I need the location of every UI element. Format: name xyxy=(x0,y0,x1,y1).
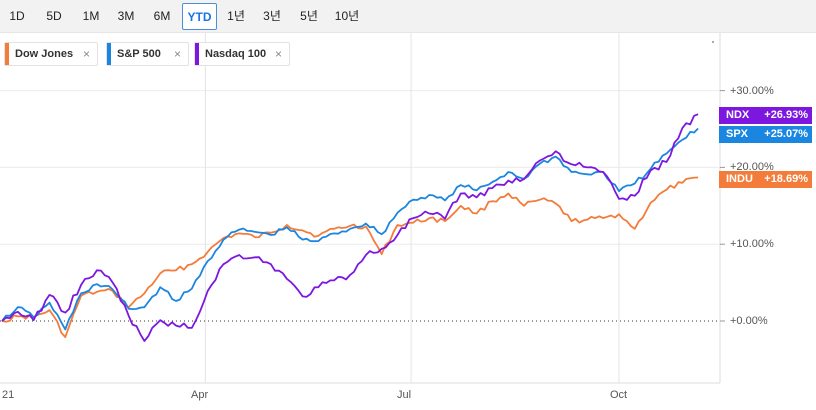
legend-item-sp500[interactable]: S&P 500 × xyxy=(106,42,189,66)
legend-swatch xyxy=(5,43,9,65)
end-label-ndx: NDX +26.93% xyxy=(719,107,812,124)
range-button-10y[interactable]: 10년 xyxy=(334,9,360,23)
grid xyxy=(0,33,725,384)
legend-label: Nasdaq 100 xyxy=(205,48,267,60)
series-lines[interactable] xyxy=(1,113,699,342)
close-icon[interactable]: × xyxy=(173,47,181,61)
sp500-line[interactable] xyxy=(1,127,699,331)
legend-label: Dow Jones xyxy=(15,48,74,60)
end-label-spx: SPX +25.07% xyxy=(719,126,812,143)
end-label-symbol: SPX xyxy=(726,128,749,140)
range-button-5y[interactable]: 5년 xyxy=(300,9,318,23)
legend-swatch xyxy=(107,43,111,65)
dow-jones-line[interactable] xyxy=(1,176,699,338)
close-icon[interactable]: × xyxy=(274,47,282,61)
x-tick-label: Apr xyxy=(191,389,209,401)
range-button-1y[interactable]: 1년 xyxy=(227,9,245,23)
end-label-value: +18.69% xyxy=(764,173,808,185)
nasdaq-100-line[interactable] xyxy=(1,113,699,342)
range-button-ytd[interactable]: YTD xyxy=(182,3,217,30)
close-icon[interactable]: × xyxy=(82,47,90,61)
y-tick-label: +20.00% xyxy=(730,161,774,173)
x-tick-label: Jul xyxy=(397,389,412,401)
end-label-symbol: INDU xyxy=(726,173,753,185)
range-button-1m[interactable]: 1M xyxy=(82,9,100,23)
end-label-value: +26.93% xyxy=(764,109,808,121)
legend-label: S&P 500 xyxy=(117,48,161,60)
end-label-symbol: NDX xyxy=(726,109,750,121)
range-button-3y[interactable]: 3년 xyxy=(263,9,281,23)
x-tick-label: Oct xyxy=(610,389,628,401)
end-label-indu: INDU +18.69% xyxy=(719,171,812,188)
range-button-6m[interactable]: 6M xyxy=(153,9,171,23)
legend-item-nasdaq-100[interactable]: Nasdaq 100 × xyxy=(194,42,290,66)
legend-item-dow-jones[interactable]: Dow Jones × xyxy=(4,42,98,66)
range-selector-bar: 1D 5D 1M 3M 6M YTD 1년 3년 5년 10년 xyxy=(0,0,816,33)
range-button-3m[interactable]: 3M xyxy=(117,9,135,23)
range-button-1d[interactable]: 1D xyxy=(9,9,25,23)
legend-swatch xyxy=(195,43,199,65)
x-tick-label: 21 xyxy=(2,389,15,401)
end-label-value: +25.07% xyxy=(764,128,808,140)
y-tick-label: +0.00% xyxy=(730,315,768,327)
range-button-5d[interactable]: 5D xyxy=(46,9,62,23)
y-tick-label: +30.00% xyxy=(730,85,774,97)
y-tick-label: +10.00% xyxy=(730,238,774,250)
